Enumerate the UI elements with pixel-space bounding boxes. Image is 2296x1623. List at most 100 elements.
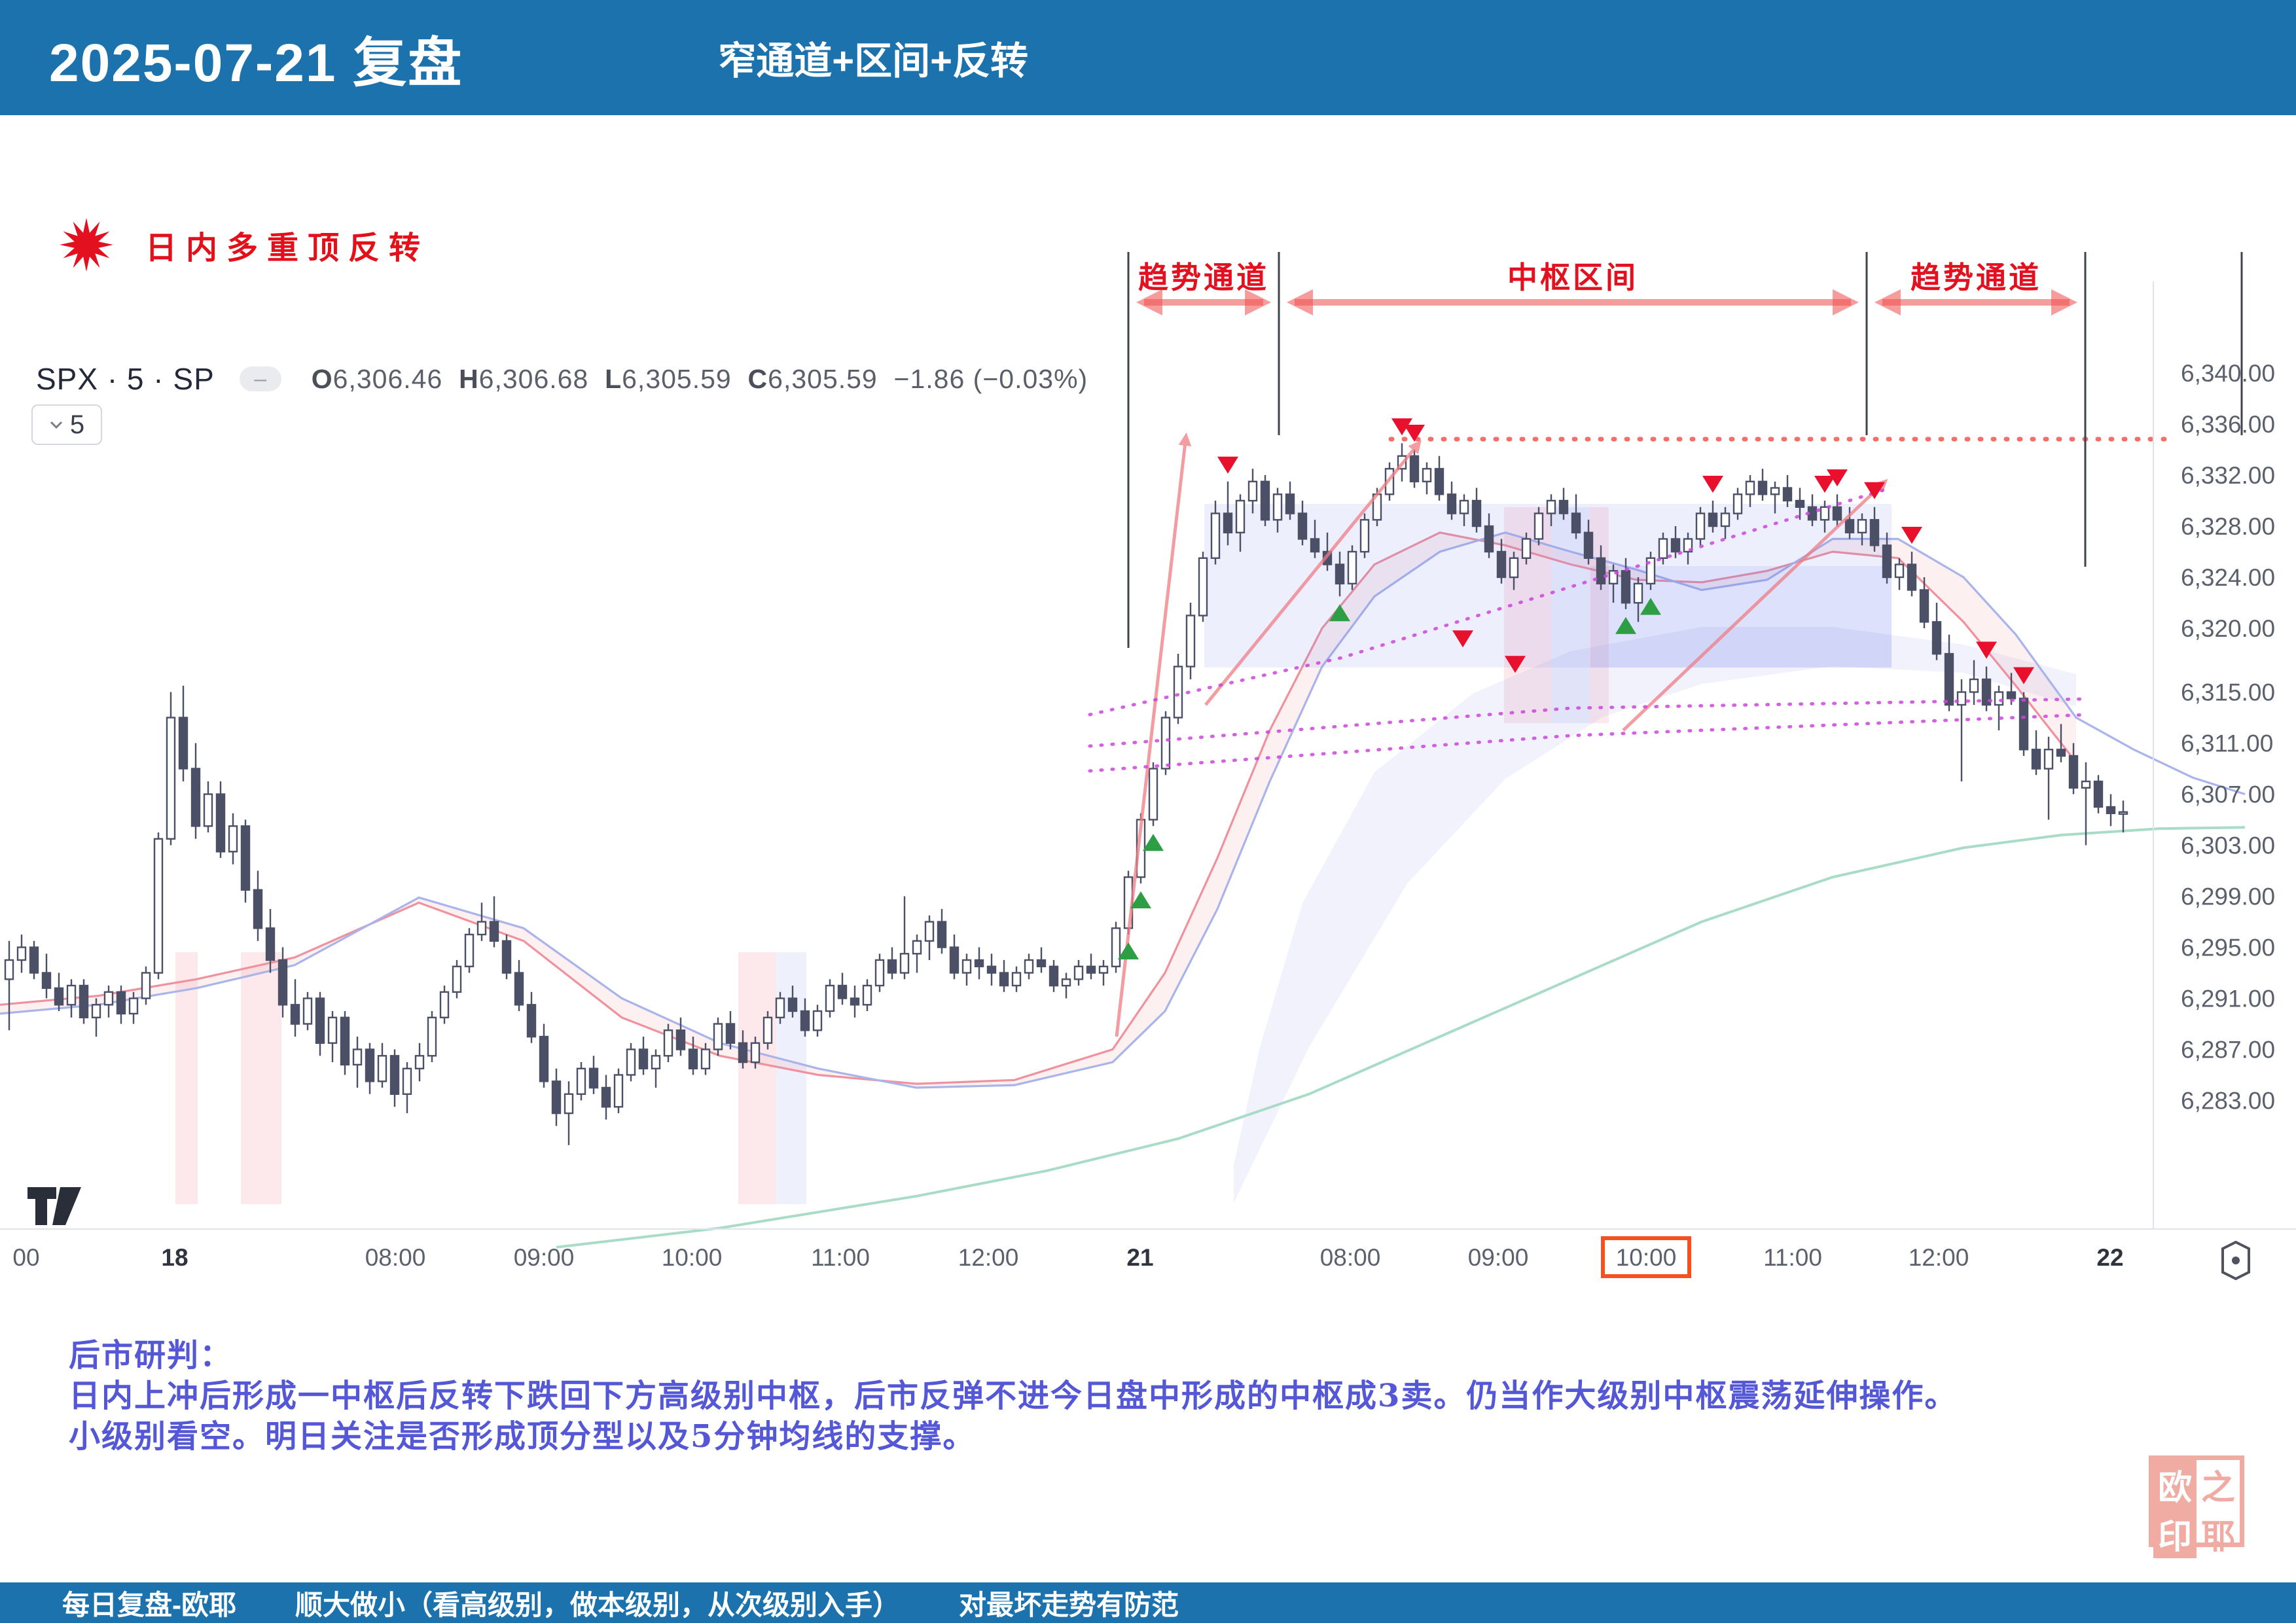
candle [1844, 507, 1855, 539]
candle-body [688, 1048, 698, 1069]
price-axis-label[interactable]: 6,320.00 [2181, 615, 2275, 642]
candle-body [1969, 678, 1979, 693]
price-axis-label[interactable]: 6,303.00 [2181, 832, 2275, 859]
price-axis-label[interactable]: 6,324.00 [2181, 564, 2275, 591]
time-axis-label[interactable]: 12:00 [1909, 1244, 1969, 1271]
candle [1484, 513, 1494, 558]
symbol-legend[interactable]: SPX · 5 · SP – O6,306.46 H6,306.68 L6,30… [36, 361, 1088, 397]
time-axis-label[interactable]: 11:00 [811, 1244, 870, 1271]
price-axis-label[interactable]: 6,287.00 [2181, 1037, 2275, 1063]
candle [228, 813, 238, 865]
candle [738, 1030, 748, 1069]
candle-body [899, 953, 910, 974]
candle-body [514, 972, 524, 1006]
header-bar: 2025-07-21 复盘 窄通道+区间+反转 [0, 0, 2296, 115]
time-axis-label[interactable]: 18 [161, 1244, 188, 1271]
time-axis-label[interactable]: 09:00 [514, 1244, 575, 1271]
channel-label[interactable]: 中枢区间 [1507, 260, 1638, 295]
analysis-block: 后市研判： 日内上冲后形成一中枢后反转下跌回下方高级别中枢，后市反弹不进今日盘中… [69, 1335, 1957, 1457]
sell-marker [1976, 641, 1997, 659]
time-axis-label[interactable]: 11:00 [1763, 1244, 1822, 1271]
settings-icon[interactable] [2221, 1240, 2250, 1281]
candle [862, 979, 872, 1011]
close-label: C [747, 363, 768, 394]
trend-line[interactable] [1622, 478, 1888, 732]
candle-body [738, 1042, 748, 1063]
price-axis-label[interactable]: 6,307.00 [2181, 781, 2275, 808]
candle-body [1645, 557, 1656, 584]
price-axis-label[interactable]: 6,283.00 [2181, 1088, 2275, 1115]
candle-body [961, 959, 972, 974]
price-axis-label[interactable]: 6,336.00 [2181, 411, 2275, 438]
price-axis-label[interactable]: 6,299.00 [2181, 883, 2275, 910]
candle-body [1471, 499, 1482, 527]
candle [1496, 539, 1507, 584]
candle [2106, 794, 2116, 827]
buy-marker [1130, 891, 1151, 908]
candle [476, 902, 487, 941]
segment-dashed-line[interactable] [1088, 486, 1893, 717]
highlight-stripe [241, 952, 281, 1204]
trend-line[interactable] [1115, 433, 1192, 1037]
price-axis-label[interactable]: 6,332.00 [2181, 462, 2275, 489]
time-axis-label[interactable]: 10:00 [662, 1244, 723, 1271]
candle-body [887, 959, 897, 974]
price-chart[interactable]: 趋势通道 中枢区间 趋势通道 6,340.00 6,336.00 6,332.00 6,32… [0, 236, 2296, 1296]
candle [551, 1068, 562, 1126]
time-axis-label[interactable]: 08:00 [365, 1244, 426, 1271]
candle-body [178, 717, 188, 770]
time-axis-label[interactable]: 08:00 [1320, 1244, 1381, 1271]
price-axis-label[interactable]: 6,291.00 [2181, 986, 2275, 1012]
candle-body [153, 838, 164, 974]
candle-body [166, 717, 176, 840]
candle [1434, 455, 1444, 501]
low-value: 6,305.59 [622, 363, 732, 394]
time-axis-label[interactable]: 00 [12, 1244, 39, 1271]
candle [663, 1024, 673, 1062]
candle [1832, 494, 1842, 526]
candle [1111, 921, 1121, 973]
candle-body [290, 1004, 300, 1025]
sell-marker [1391, 418, 1412, 436]
candle-body [1223, 512, 1233, 533]
candle-body [1770, 487, 1780, 495]
candle-body [116, 991, 126, 1015]
candle [1994, 685, 2004, 730]
candle [1558, 488, 1569, 520]
price-axis-label[interactable]: 6,311.00 [2181, 730, 2273, 757]
time-axis-label[interactable]: 12:00 [958, 1244, 1019, 1271]
candle [1347, 545, 1357, 590]
symbol-name[interactable]: SPX · 5 · SP [36, 362, 215, 396]
time-axis-label[interactable]: 09:00 [1468, 1244, 1529, 1271]
price-axis-label[interactable]: 6,328.00 [2181, 513, 2275, 540]
candle [1981, 666, 1992, 711]
price-axis-label[interactable]: 6,295.00 [2181, 935, 2275, 961]
open-label: O [311, 363, 333, 394]
collapsed-indicator-pill[interactable]: – [239, 366, 281, 391]
time-axis-label[interactable]: 21 [1126, 1244, 1153, 1271]
tradingview-logo-icon[interactable] [27, 1187, 81, 1225]
candle [1795, 488, 1805, 520]
candle [1260, 475, 1270, 526]
candle [1073, 960, 1084, 986]
candle-body [663, 1029, 673, 1057]
channel-label[interactable]: 趋势通道 [1910, 260, 2041, 295]
candle [999, 960, 1009, 992]
trend-line[interactable] [1204, 440, 1422, 706]
time-axis-label[interactable]: 10:00 [1616, 1244, 1677, 1271]
candle-body [1459, 499, 1469, 514]
time-axis-label[interactable]: 22 [2096, 1244, 2123, 1271]
settings-icon-dot [2232, 1257, 2240, 1264]
interval-button[interactable]: 5 [31, 404, 102, 445]
candle-body [79, 984, 89, 1018]
candle-body [1745, 480, 1755, 495]
candle-body [999, 972, 1009, 987]
candle-body [4, 959, 14, 980]
channel-label[interactable]: 趋势通道 [1138, 260, 1269, 295]
price-axis-label[interactable]: 6,340.00 [2181, 360, 2275, 387]
price-axis-label[interactable]: 6,315.00 [2181, 679, 2275, 706]
candle [103, 986, 114, 1018]
candle [489, 896, 499, 948]
candle-body [874, 959, 885, 987]
highlight-stripe [776, 952, 806, 1204]
